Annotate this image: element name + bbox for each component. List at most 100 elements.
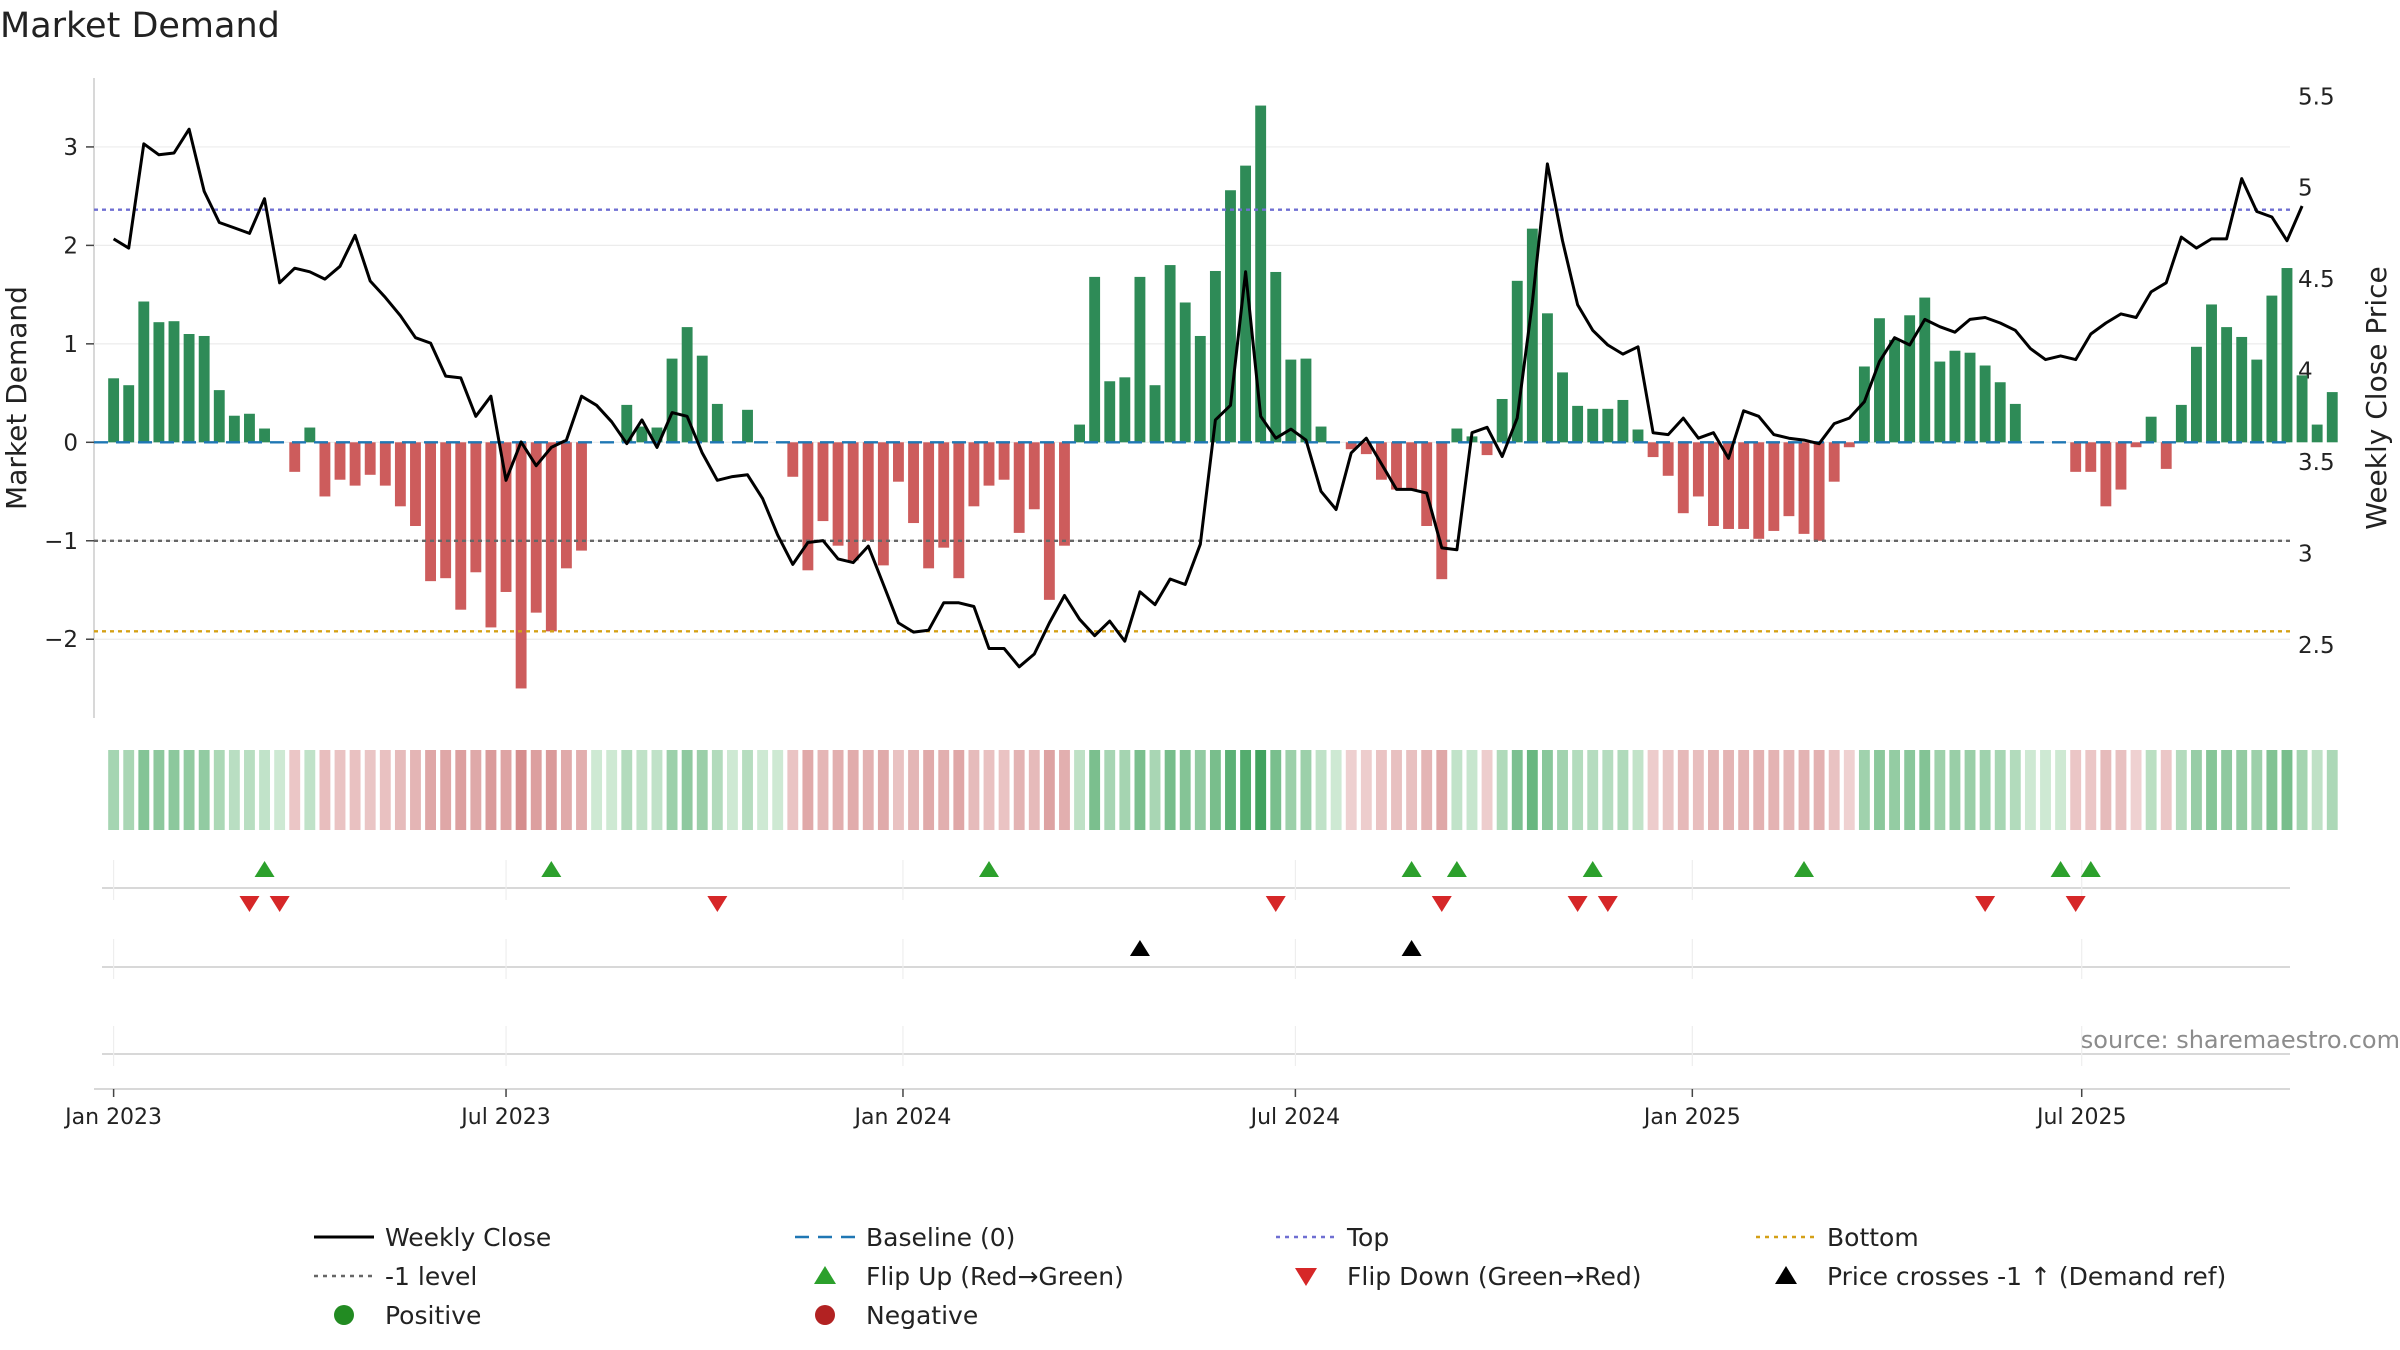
- demand-bar: [1225, 190, 1236, 443]
- heat-cell: [1375, 750, 1387, 830]
- demand-bar: [651, 427, 663, 443]
- heat-cell: [1028, 750, 1040, 830]
- demand-bar: [2145, 416, 2157, 443]
- demand-bar: [1949, 350, 1961, 443]
- demand-bar: [1874, 318, 1885, 443]
- flip-up-marker: [2080, 861, 2101, 877]
- heat-cell: [998, 750, 1010, 830]
- heat-cell: [968, 750, 980, 830]
- legend-label: Weekly Close: [385, 1223, 551, 1252]
- heat-cell: [364, 750, 376, 830]
- demand-bar: [1270, 271, 1282, 443]
- heat-cell: [681, 750, 693, 830]
- demand-bar: [485, 442, 497, 628]
- heat-cell: [1662, 750, 1674, 830]
- heat-cell: [636, 750, 648, 830]
- demand-bar: [1542, 313, 1553, 443]
- heat-cell: [908, 750, 919, 830]
- demand-bar: [379, 442, 391, 486]
- demand-bar: [1798, 442, 1810, 534]
- heat-cell: [1043, 750, 1055, 830]
- demand-bar: [1919, 297, 1931, 443]
- demand-bar: [545, 442, 557, 632]
- heat-cell: [410, 750, 421, 830]
- heat-cell: [1828, 750, 1840, 830]
- flip-down-marker: [1567, 896, 1588, 912]
- demand-bar: [1511, 280, 1523, 443]
- heat-cell: [651, 750, 663, 830]
- demand-bar: [1768, 442, 1780, 531]
- flip-down-marker: [707, 896, 728, 912]
- heat-cell: [2040, 750, 2051, 830]
- heat-cell: [1059, 750, 1070, 830]
- heat-cell: [1542, 750, 1553, 830]
- heat-cell: [1360, 750, 1372, 830]
- demand-bar: [1255, 105, 1267, 443]
- demand-bar: [2100, 442, 2112, 507]
- heat-cell: [289, 750, 301, 830]
- heat-cell: [1406, 750, 1418, 830]
- demand-bar: [787, 442, 799, 477]
- heat-cell: [2070, 750, 2082, 830]
- heat-cell: [591, 750, 603, 830]
- heat-cell: [1587, 750, 1599, 830]
- demand-bar: [1557, 372, 1568, 443]
- heat-cell: [1526, 750, 1538, 830]
- heat-cell: [1345, 750, 1357, 830]
- demand-bar: [108, 378, 120, 443]
- x-tick-label: Jan 2024: [853, 1105, 952, 1130]
- heat-cell: [500, 750, 512, 830]
- demand-bar: [1164, 265, 1176, 443]
- heat-cell: [425, 750, 437, 830]
- heat-cell: [349, 750, 361, 830]
- heat-cell: [1904, 750, 1916, 830]
- demand-bar: [666, 358, 678, 443]
- demand-bar: [1783, 442, 1795, 517]
- x-tick-label: Jul 2023: [459, 1105, 551, 1130]
- heat-cell: [893, 750, 904, 830]
- heat-cell: [1436, 750, 1448, 830]
- heat-cell: [1753, 750, 1765, 830]
- x-tick-label: Jan 2023: [63, 1105, 162, 1130]
- demand-bar: [1436, 442, 1448, 580]
- heat-cell: [2024, 750, 2036, 830]
- demand-bar: [1406, 442, 1418, 490]
- demand-bar: [2085, 442, 2097, 472]
- demand-bar: [425, 442, 437, 582]
- demand-bar: [1647, 442, 1659, 458]
- demand-bar: [1677, 442, 1689, 514]
- weekly-close-line: [112, 127, 2304, 669]
- heat-cell: [742, 750, 753, 830]
- legend-label: Flip Up (Red→Green): [866, 1262, 1124, 1291]
- heat-cell: [1723, 750, 1734, 830]
- demand-bar: [711, 403, 723, 443]
- heat-cell: [1708, 750, 1719, 830]
- demand-bar: [1059, 442, 1070, 546]
- demand-bar: [1602, 408, 1614, 443]
- flip-up-marker: [541, 861, 562, 877]
- heat-strip: [108, 750, 2338, 830]
- heat-cell: [2130, 750, 2142, 830]
- demand-bar: [1481, 442, 1493, 456]
- heat-cell: [1557, 750, 1568, 830]
- demand-bar: [183, 334, 195, 443]
- demand-bar: [440, 442, 452, 579]
- demand-bar: [2296, 375, 2308, 443]
- demand-bar: [1828, 442, 1840, 482]
- demand-bar: [1119, 377, 1131, 443]
- x-tick-label: Jan 2025: [1642, 1105, 1741, 1130]
- marker-rows: [102, 860, 2290, 1066]
- heat-cell: [545, 750, 557, 830]
- legend-label: Baseline (0): [866, 1223, 1015, 1252]
- x-axis: Jan 2023 Jul 2023 Jan 2024 Jul 2024 Jan 2025…: [63, 1088, 2290, 1130]
- heat-cell: [923, 750, 935, 830]
- heat-cell: [938, 750, 950, 830]
- heat-cell: [1255, 750, 1267, 830]
- heat-cell: [621, 750, 633, 830]
- heat-cell: [2115, 750, 2127, 830]
- legend-label: Top: [1346, 1223, 1389, 1252]
- legend-swatch-triangle-up: [1775, 1266, 1797, 1284]
- demand-bar: [2175, 404, 2187, 443]
- demand-bar: [802, 442, 814, 571]
- demand-bar: [576, 442, 587, 551]
